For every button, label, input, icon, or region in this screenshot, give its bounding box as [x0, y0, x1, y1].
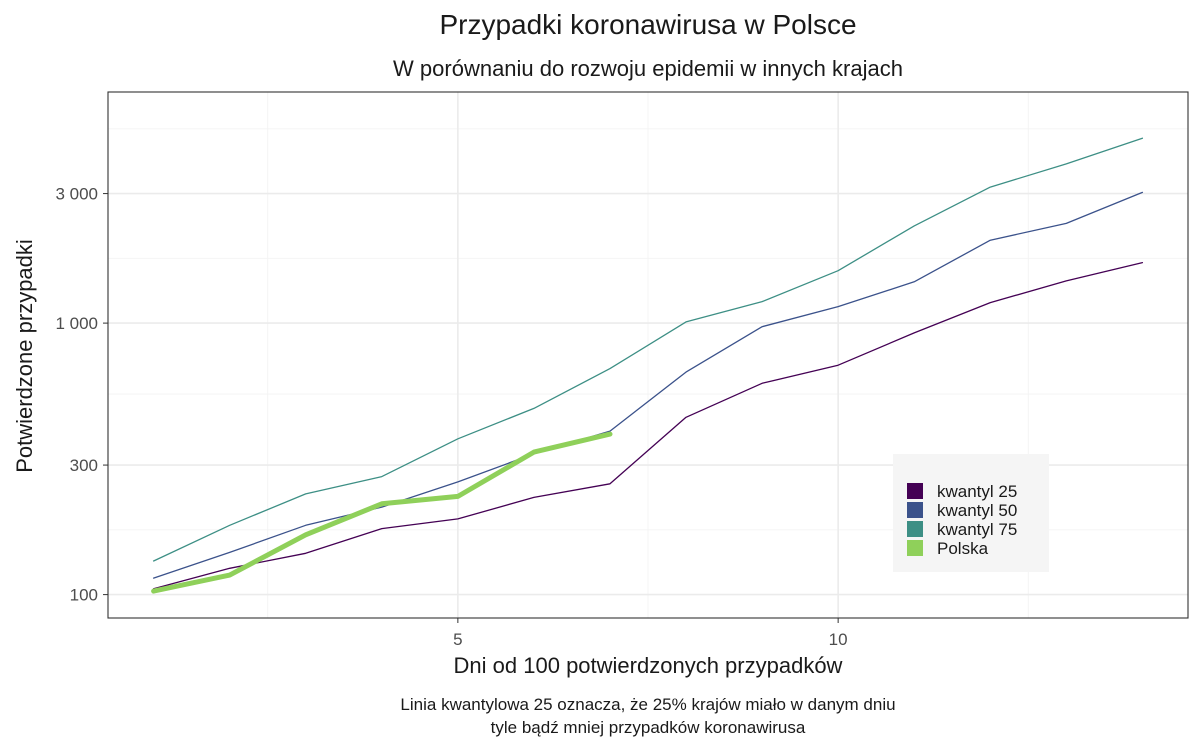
- legend-label: kwantyl 75: [937, 520, 1017, 539]
- panel-border: [107, 91, 1189, 619]
- series-line-kwantyl-50: [152, 191, 1144, 579]
- series-lines: [151, 137, 1144, 594]
- chart-title: Przypadki koronawirusa w Polsce: [439, 9, 856, 40]
- legend-label: kwantyl 25: [937, 482, 1017, 501]
- chart-subtitle: W porównaniu do rozwoju epidemii w innyc…: [393, 56, 903, 81]
- y-tick-label: 3 000: [55, 185, 98, 204]
- y-axis-title: Potwierdzone przypadki: [12, 239, 37, 473]
- legend-swatch: [907, 502, 923, 518]
- series-line-kwantyl-25: [152, 261, 1144, 590]
- x-axis-title: Dni od 100 potwierdzonych przypadków: [454, 653, 843, 678]
- series-line-polska: [151, 431, 613, 594]
- legend-label: Polska: [937, 539, 989, 558]
- caption-line-1: Linia kwantylowa 25 oznacza, że 25% kraj…: [400, 695, 895, 714]
- grid-lines: [108, 92, 1188, 618]
- series-line-kwantyl-75: [152, 137, 1144, 562]
- y-tick-label: 300: [70, 456, 98, 475]
- legend-swatch: [907, 540, 923, 556]
- legend-label: kwantyl 50: [937, 501, 1017, 520]
- caption-line-2: tyle bądź mniej przypadków koronawirusa: [491, 718, 806, 737]
- x-tick-label: 10: [829, 630, 848, 649]
- axis-ticks: 5 10 100 300 1 000 3 000: [55, 185, 847, 649]
- legend-swatch: [907, 521, 923, 537]
- y-tick-label: 100: [70, 586, 98, 605]
- legend-swatch: [907, 483, 923, 499]
- x-tick-label: 5: [453, 630, 462, 649]
- y-tick-label: 1 000: [55, 314, 98, 333]
